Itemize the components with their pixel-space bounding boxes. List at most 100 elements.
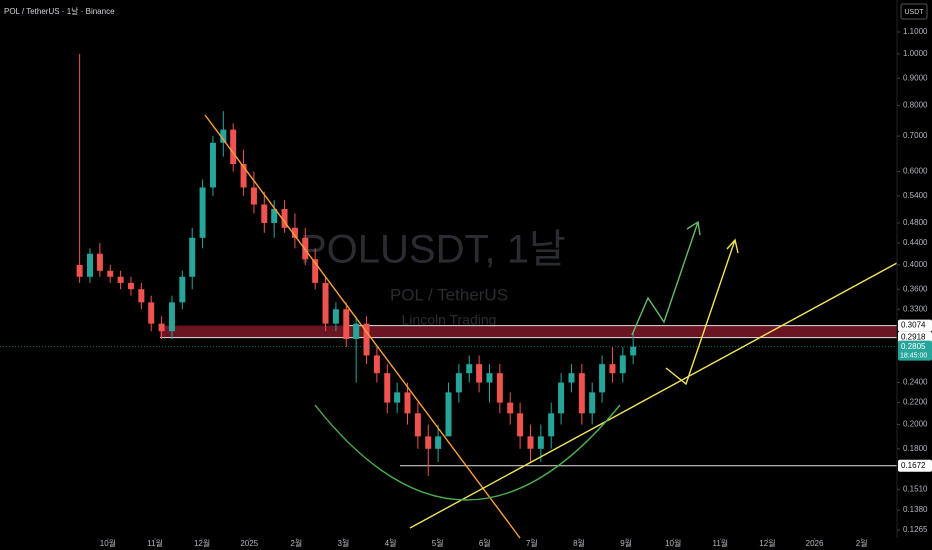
y-tick-label: 0.4400 [903, 238, 928, 247]
candle-body [404, 392, 411, 414]
candle-body [271, 208, 278, 223]
candle-body [466, 364, 473, 374]
candle-body [189, 237, 196, 277]
countdown: 18:45:00 [900, 353, 927, 360]
x-tick-label: 2025 [240, 539, 258, 548]
price-axis [897, 0, 932, 550]
candle-body [496, 373, 503, 403]
candle-body [568, 373, 575, 383]
y-tick-label: 0.6000 [903, 167, 928, 176]
currency[interactable]: USDT [904, 9, 924, 16]
price-label-box [898, 331, 932, 344]
candle-body [394, 392, 401, 403]
x-tick-label: 12월 [759, 538, 775, 548]
last-price-box [898, 340, 932, 361]
yellow-arrowhead [726, 238, 739, 254]
y-tick-label: 0.1800 [903, 444, 928, 453]
candle-body [425, 436, 432, 449]
x-tick-label: 9월 [620, 538, 632, 548]
candle-body [414, 413, 421, 437]
currency-box[interactable] [900, 3, 928, 20]
uptrend-line [409, 262, 898, 529]
y-tick-label: 0.7000 [903, 131, 928, 140]
candle-body [527, 436, 534, 449]
candle-body [537, 436, 544, 449]
candle-body [138, 289, 145, 303]
x-tick-label: 7월 [526, 538, 538, 548]
candle-body [486, 373, 493, 383]
y-tick-label: 0.2400 [903, 378, 928, 387]
x-tick-label: 3월 [338, 538, 350, 548]
candle-body [578, 373, 585, 414]
candle-body [76, 264, 83, 277]
y-tick-label: 0.4800 [903, 218, 928, 227]
price-label: 0.3074 [901, 321, 926, 330]
x-tick-label: 4월 [385, 538, 397, 548]
y-tick-label: 0.5400 [903, 191, 928, 200]
candle-body [445, 392, 452, 437]
x-tick-label: 2월 [290, 538, 302, 548]
candle-body [609, 364, 616, 374]
price-label: 0.1672 [901, 461, 926, 470]
y-tick-label: 1.1000 [903, 27, 928, 36]
candle-body [343, 309, 350, 339]
y-tick-label: 0.3600 [903, 284, 928, 293]
y-tick-label: 0.8000 [903, 100, 928, 109]
candle-body [435, 436, 442, 449]
x-tick-label: 2월 [856, 538, 868, 548]
y-tick-label: 0.1380 [903, 505, 928, 514]
candle-body [312, 259, 319, 283]
x-tick-label: 5월 [432, 538, 444, 548]
candle-body [250, 187, 257, 205]
price-label: 0.2918 [901, 333, 926, 342]
candle-body [107, 270, 114, 277]
price-label-box [898, 459, 932, 472]
y-tick-label: 0.9000 [903, 73, 928, 82]
price-label-box [898, 319, 932, 332]
candle-body [476, 364, 483, 383]
candle-body [599, 364, 606, 393]
candle-body [507, 402, 514, 414]
candle-body [548, 413, 555, 437]
x-tick-label: 11월 [147, 538, 163, 548]
candle-body [291, 227, 298, 238]
x-tick-label: 11월 [712, 538, 728, 548]
downtrend-line [204, 114, 521, 539]
last-price-label: 0.2805 [901, 342, 926, 351]
candle-body [127, 282, 134, 290]
y-tick-label: 0.1510 [903, 484, 928, 493]
x-tick-label: 10월 [665, 538, 681, 548]
candle-body [96, 253, 103, 271]
candle-body [179, 276, 186, 303]
candle-body [281, 208, 288, 228]
y-tick-label: 0.2200 [903, 398, 928, 407]
x-tick-label: 12월 [194, 538, 210, 548]
axes: 1.1000 1.0000 0.9000 0.8000 0.7000 0.6000 0.54… [100, 0, 932, 550]
y-tick-label: 0.2000 [903, 420, 928, 429]
candle-body [117, 276, 124, 283]
x-tick-label: 2026 [806, 539, 824, 548]
candle-body [353, 323, 360, 339]
candle-body [240, 164, 247, 188]
candle-body [630, 346, 637, 356]
candle-body [209, 142, 216, 188]
watermark-name: POL / TetherUS [390, 285, 508, 304]
candle-body [619, 355, 626, 374]
green-arrowhead [686, 220, 701, 236]
candle-body [384, 373, 391, 403]
candle-body [148, 302, 155, 324]
y-tick-label: 1.0000 [903, 49, 928, 58]
candle-body [455, 373, 462, 393]
candle-body [332, 309, 339, 324]
candle-body [558, 382, 565, 414]
candle-body [589, 392, 596, 414]
drawings [204, 114, 898, 539]
candle-body [363, 323, 370, 356]
candle-body [230, 129, 237, 165]
y-tick-label: 0.4000 [903, 260, 928, 269]
candle-body [158, 323, 165, 332]
y-tick-label: 0.3300 [903, 304, 928, 313]
candle-body [373, 355, 380, 374]
y-tick-label: 0.1265 [903, 525, 928, 534]
